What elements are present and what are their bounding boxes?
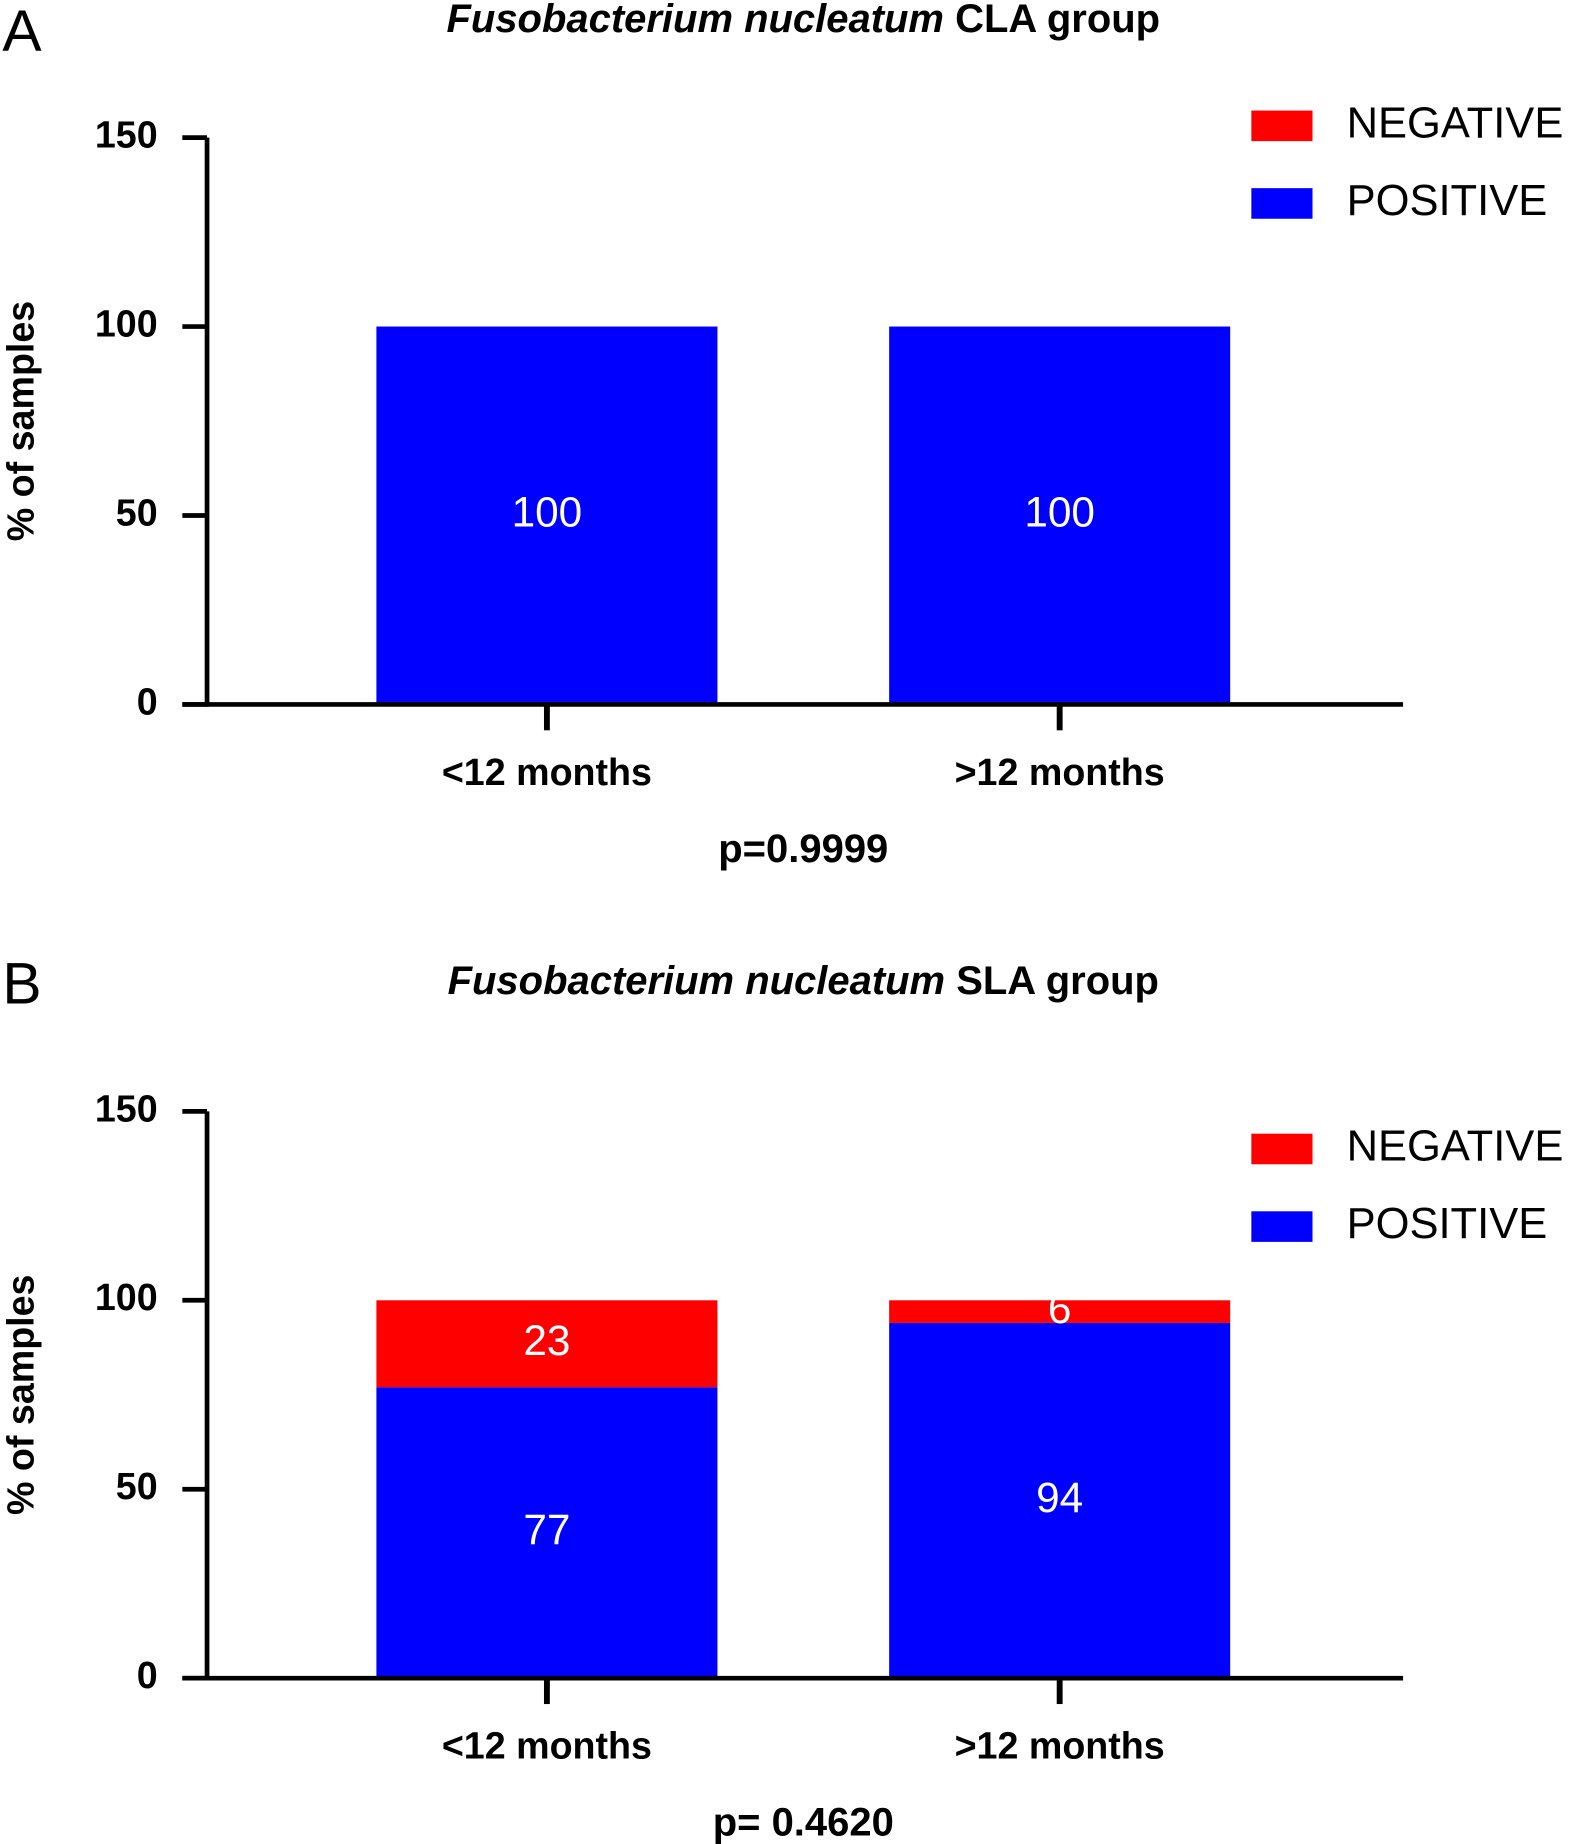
title-species: Fusobacterium nucleatum [448, 959, 945, 1003]
y-tick-label: 100 [95, 1276, 158, 1318]
y-tick-label: 150 [95, 1087, 158, 1129]
legend-label: NEGATIVE [1347, 1122, 1564, 1170]
data-label: 100 [1024, 489, 1095, 536]
bar-segment [889, 1300, 1231, 1323]
bar-segment [889, 326, 1231, 705]
legend-swatch [1251, 110, 1313, 142]
y-axis-label: % of samples [0, 301, 42, 541]
x-tick-label: <12 months [442, 1725, 652, 1767]
panel-label: B [2, 951, 41, 1016]
data-label: 100 [512, 489, 583, 536]
chart-panel: B Fusobacterium nucleatum SLA group % of s… [0, 951, 1563, 1844]
title-group: CLA group [955, 0, 1160, 41]
chart-title: Fusobacterium nucleatum CLA group [446, 0, 1160, 41]
data-label: 6 [1048, 1285, 1072, 1332]
bar-segment [889, 1322, 1231, 1679]
legend-swatch [1251, 1133, 1313, 1165]
legend-label: POSITIVE [1347, 177, 1548, 225]
data-label: 94 [1036, 1474, 1083, 1521]
panel-label: A [2, 0, 42, 64]
bar-segment [376, 326, 718, 705]
title-species: Fusobacterium nucleatum [446, 0, 943, 41]
legend-swatch [1251, 188, 1313, 219]
chart-title: Fusobacterium nucleatum SLA group [448, 959, 1159, 1003]
legend-label: NEGATIVE [1347, 99, 1564, 147]
y-tick-label: 50 [116, 1465, 158, 1507]
legend-swatch [1251, 1211, 1313, 1242]
data-label: 23 [523, 1317, 570, 1364]
legend-label: POSITIVE [1347, 1200, 1548, 1248]
y-tick-label: 100 [95, 302, 158, 344]
x-tick-label: <12 months [442, 751, 652, 793]
annotation: p= 0.4620 [713, 1801, 894, 1844]
y-axis-label: % of samples [0, 1275, 42, 1515]
x-tick-label: >12 months [955, 751, 1165, 793]
annotation: p=0.9999 [718, 827, 888, 871]
chart-panel: A Fusobacterium nucleatum CLA group % of s… [0, 0, 1563, 871]
y-tick-label: 0 [137, 680, 158, 722]
y-tick-label: 50 [116, 491, 158, 533]
bar-segment [376, 1387, 718, 1679]
y-tick-label: 150 [95, 114, 158, 156]
bar-segment [376, 1300, 718, 1388]
data-label: 77 [523, 1506, 570, 1553]
title-group: SLA group [956, 959, 1159, 1003]
y-tick-label: 0 [137, 1654, 158, 1696]
x-tick-label: >12 months [955, 1725, 1165, 1767]
